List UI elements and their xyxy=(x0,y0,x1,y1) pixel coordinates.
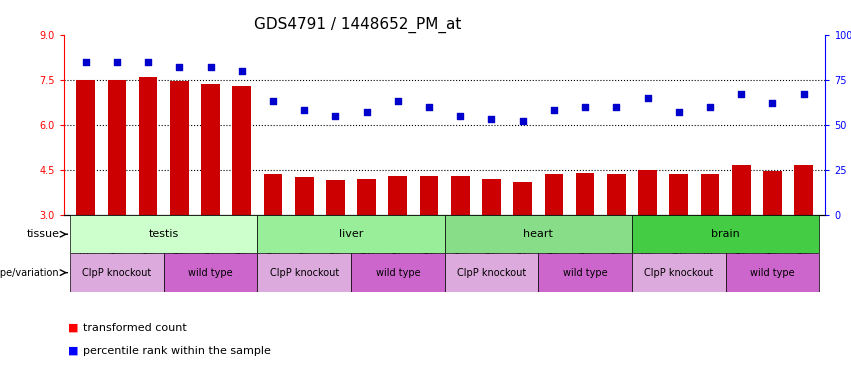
Point xyxy=(609,104,623,110)
Bar xyxy=(351,253,445,292)
Bar xyxy=(357,179,376,215)
Point xyxy=(266,98,280,104)
Point xyxy=(672,109,686,115)
Text: brain: brain xyxy=(711,229,740,239)
Bar xyxy=(513,182,532,215)
Bar xyxy=(726,253,820,292)
Point xyxy=(485,116,499,122)
Point xyxy=(516,118,529,124)
Bar xyxy=(70,253,163,292)
Text: transformed count: transformed count xyxy=(83,323,186,333)
Bar xyxy=(444,253,539,292)
Bar xyxy=(201,84,220,215)
Point xyxy=(454,113,467,119)
Bar xyxy=(444,215,632,253)
Point xyxy=(579,104,592,110)
Point xyxy=(641,95,654,101)
Bar xyxy=(732,166,751,215)
Bar xyxy=(483,179,501,215)
Bar xyxy=(539,253,632,292)
Text: ClpP knockout: ClpP knockout xyxy=(457,268,526,278)
Text: ■: ■ xyxy=(68,323,78,333)
Point xyxy=(734,91,748,97)
Bar xyxy=(139,77,157,215)
Point xyxy=(328,113,342,119)
Text: tissue: tissue xyxy=(26,229,60,239)
Point xyxy=(547,107,561,113)
Bar xyxy=(107,80,126,215)
Point xyxy=(422,104,436,110)
Bar xyxy=(264,174,283,215)
Bar xyxy=(763,171,782,215)
Bar xyxy=(420,176,438,215)
Bar xyxy=(794,166,813,215)
Bar xyxy=(607,174,625,215)
Text: ■: ■ xyxy=(68,346,78,356)
Bar xyxy=(670,174,688,215)
Text: genotype/variation: genotype/variation xyxy=(0,268,60,278)
Text: wild type: wild type xyxy=(375,268,420,278)
Point xyxy=(110,59,123,65)
Bar xyxy=(388,176,407,215)
Bar xyxy=(638,170,657,215)
Bar xyxy=(451,176,470,215)
Point xyxy=(235,68,248,74)
Point xyxy=(797,91,810,97)
Text: testis: testis xyxy=(149,229,179,239)
Bar xyxy=(163,253,257,292)
Point xyxy=(703,104,717,110)
Bar xyxy=(545,174,563,215)
Point xyxy=(141,59,155,65)
Bar xyxy=(232,86,251,215)
Text: liver: liver xyxy=(339,229,363,239)
Text: wild type: wild type xyxy=(563,268,608,278)
Point xyxy=(79,59,93,65)
Bar xyxy=(632,253,726,292)
Bar xyxy=(294,177,313,215)
Bar xyxy=(77,80,95,215)
Bar xyxy=(170,81,189,215)
Text: percentile rank within the sample: percentile rank within the sample xyxy=(83,346,271,356)
Bar xyxy=(700,174,719,215)
Bar xyxy=(632,215,820,253)
Point xyxy=(297,107,311,113)
Bar xyxy=(326,180,345,215)
Point xyxy=(766,100,780,106)
Point xyxy=(391,98,404,104)
Point xyxy=(173,64,186,70)
Text: ClpP knockout: ClpP knockout xyxy=(83,268,151,278)
Bar xyxy=(257,253,351,292)
Text: ClpP knockout: ClpP knockout xyxy=(270,268,339,278)
Bar xyxy=(576,173,595,215)
Bar xyxy=(257,215,444,253)
Text: ClpP knockout: ClpP knockout xyxy=(644,268,713,278)
Text: heart: heart xyxy=(523,229,553,239)
Point xyxy=(203,64,217,70)
Text: wild type: wild type xyxy=(188,268,233,278)
Bar xyxy=(70,215,257,253)
Text: wild type: wild type xyxy=(750,268,795,278)
Text: GDS4791 / 1448652_PM_at: GDS4791 / 1448652_PM_at xyxy=(254,17,461,33)
Point xyxy=(360,109,374,115)
